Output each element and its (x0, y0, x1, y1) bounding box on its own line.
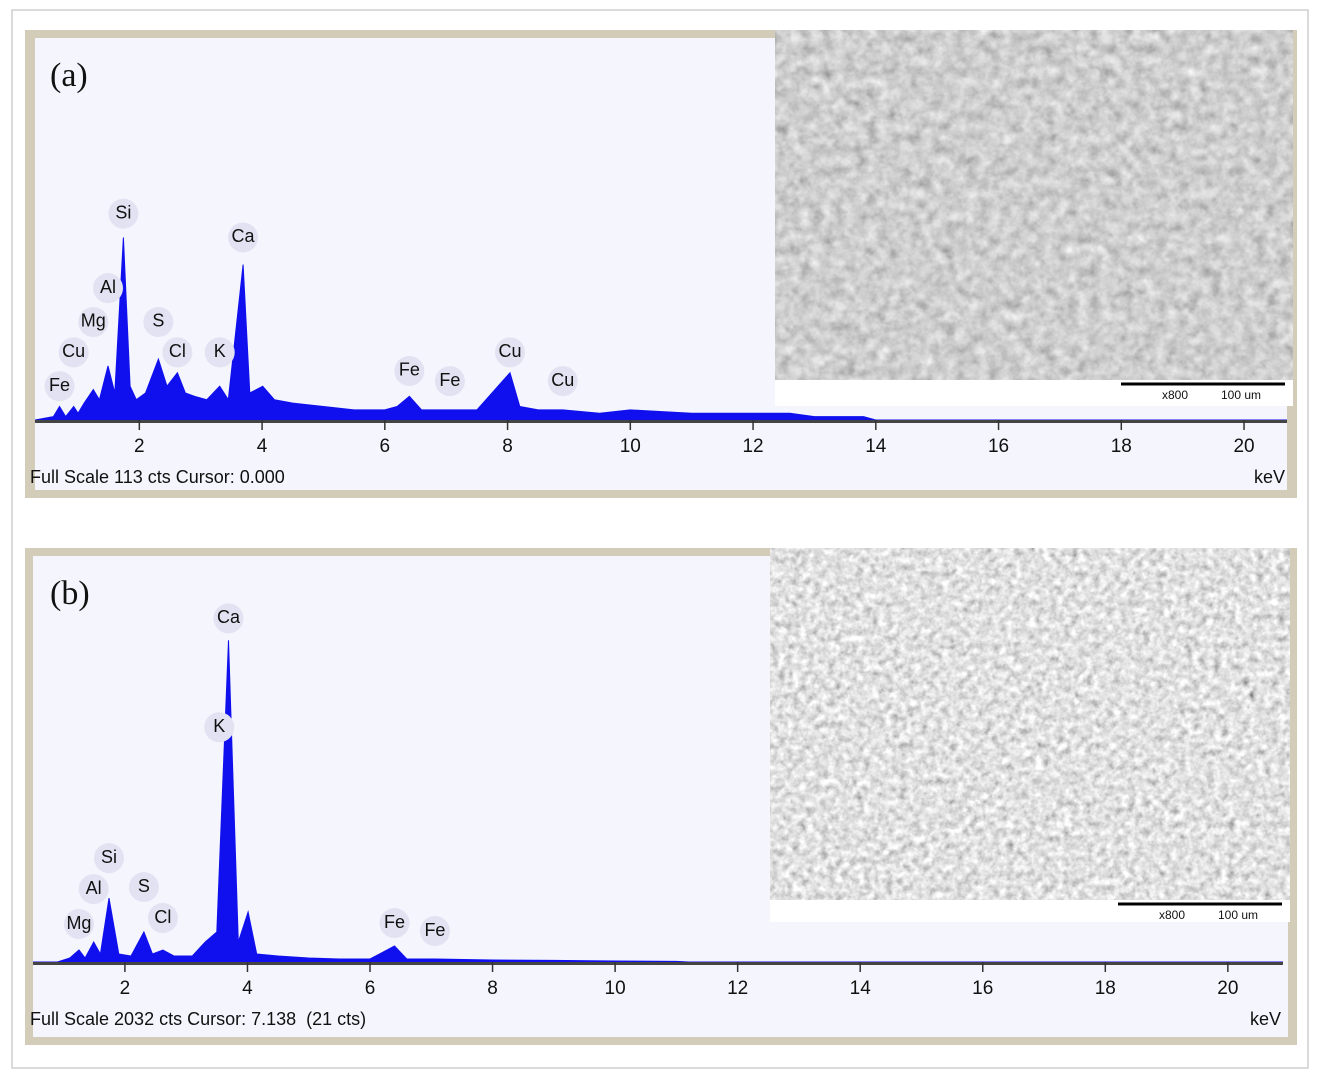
peak-label-halo (419, 916, 450, 947)
peak-label: K (214, 341, 226, 361)
image-scale: 100 um (1221, 388, 1261, 402)
x-tick-label: 16 (972, 978, 993, 999)
x-axis-label: keV (1254, 467, 1285, 487)
x-tick-label: 18 (1095, 978, 1116, 999)
peak-label: K (213, 716, 225, 736)
spectrum (34, 237, 1287, 421)
peak-label-halo (78, 306, 109, 337)
x-axis (35, 420, 1287, 423)
peak-label-halo (213, 603, 244, 634)
x-tick-label: 14 (850, 978, 872, 999)
peak-label: Si (101, 847, 117, 867)
x-tick-label: 12 (742, 436, 763, 457)
x-tick-label: 20 (1233, 436, 1254, 457)
peak-label-halo (63, 909, 94, 940)
x-axis (33, 962, 1283, 965)
peak-label: Fe (384, 912, 405, 932)
peak-label-halo (204, 337, 235, 368)
x-tick-label: 2 (120, 978, 131, 999)
peak-label: Al (86, 878, 102, 898)
peak-label-halo (108, 198, 139, 229)
peak-label: Fe (399, 360, 420, 380)
peak-label: S (152, 311, 164, 331)
peak-label-halo (58, 337, 89, 368)
x-tick-label: 10 (620, 436, 641, 457)
x-tick-label: 4 (257, 436, 268, 457)
peak-label: Ca (232, 226, 256, 246)
panel-label: (a) (50, 57, 88, 94)
x-tick-label: 14 (865, 436, 887, 457)
peak-label: Fe (439, 370, 460, 390)
peak-label: S (138, 876, 150, 896)
peak-label-halo (394, 355, 425, 386)
peak-label: Mg (66, 913, 91, 933)
x-tick-label: 20 (1217, 978, 1238, 999)
x-tick-label: 6 (365, 978, 376, 999)
peak-label-halo (379, 908, 410, 939)
peak-label: Fe (424, 920, 445, 940)
peak-label: Cl (154, 907, 171, 927)
peak-label: Al (100, 277, 116, 297)
peak-label-halo (434, 366, 465, 397)
image-scale: 100 um (1218, 908, 1258, 922)
peak-label: Cl (169, 341, 186, 361)
footer: Full Scale 2032 cts Cursor: 7.138 (21 ct… (30, 1009, 366, 1029)
peak-label-halo (147, 903, 178, 934)
sem-image (770, 548, 1290, 900)
peak-label-halo (204, 712, 235, 743)
peak-label-halo (128, 872, 159, 903)
footer: Full Scale 113 cts Cursor: 0.000 (30, 467, 285, 487)
peak-label-halo (495, 337, 526, 368)
peak-label-halo (547, 366, 578, 397)
peak-label: Ca (217, 607, 241, 627)
sem-image (775, 30, 1293, 380)
x-tick-label: 2 (134, 436, 145, 457)
x-tick-label: 16 (988, 436, 1009, 457)
image-magnification: x800 (1159, 908, 1185, 922)
x-tick-label: 18 (1111, 436, 1132, 457)
peak-label-halo (93, 843, 124, 874)
peak-label: Cu (499, 341, 522, 361)
x-tick-label: 8 (502, 436, 513, 457)
peak-label: Cu (62, 341, 85, 361)
peak-label: Mg (81, 311, 106, 331)
peak-label-halo (78, 874, 109, 905)
x-tick-label: 10 (605, 978, 626, 999)
x-tick-label: 8 (487, 978, 498, 999)
x-tick-label: 4 (242, 978, 253, 999)
panel: x800 100 um (b) 2 4 6 8 10 12 14 16 18 20 keV Full Sca… (25, 548, 1297, 1045)
peak-label-halo (162, 337, 193, 368)
peak-label-halo (93, 273, 124, 304)
peak-label: Si (115, 203, 131, 223)
peak-label: Cu (551, 370, 574, 390)
x-tick-label: 6 (380, 436, 391, 457)
image-magnification: x800 (1162, 388, 1188, 402)
x-axis-label: keV (1250, 1009, 1281, 1029)
spectrum (33, 640, 1283, 963)
peak-label: Fe (49, 375, 70, 395)
x-tick-label: 12 (727, 978, 748, 999)
peak-label-halo (44, 371, 75, 402)
panel-label: (b) (50, 575, 90, 612)
peak-label-halo (228, 222, 259, 253)
peak-label-halo (143, 306, 174, 337)
